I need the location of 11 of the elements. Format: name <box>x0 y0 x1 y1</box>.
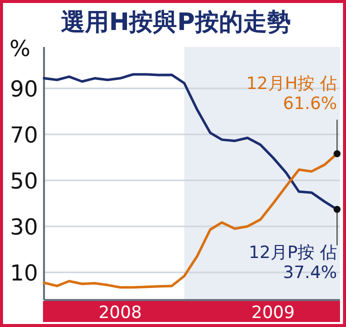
y-tick-label: 30 <box>10 215 38 240</box>
y-tick-label: 10 <box>10 261 38 286</box>
y-tick-label: 70 <box>10 123 38 148</box>
y-axis-title: % <box>10 37 30 62</box>
y-tick-label: 50 <box>10 169 38 194</box>
chart-title: 選用H按與P按的走勢 <box>61 8 291 36</box>
y-tick-label: 90 <box>10 77 38 102</box>
annotation: 12月H按 佔 61.6% <box>245 74 338 114</box>
x-tick-label: 2009 <box>251 303 295 323</box>
x-tick-label: 2008 <box>98 303 142 323</box>
annotation: 12月P按 佔 37.4% <box>248 243 338 284</box>
